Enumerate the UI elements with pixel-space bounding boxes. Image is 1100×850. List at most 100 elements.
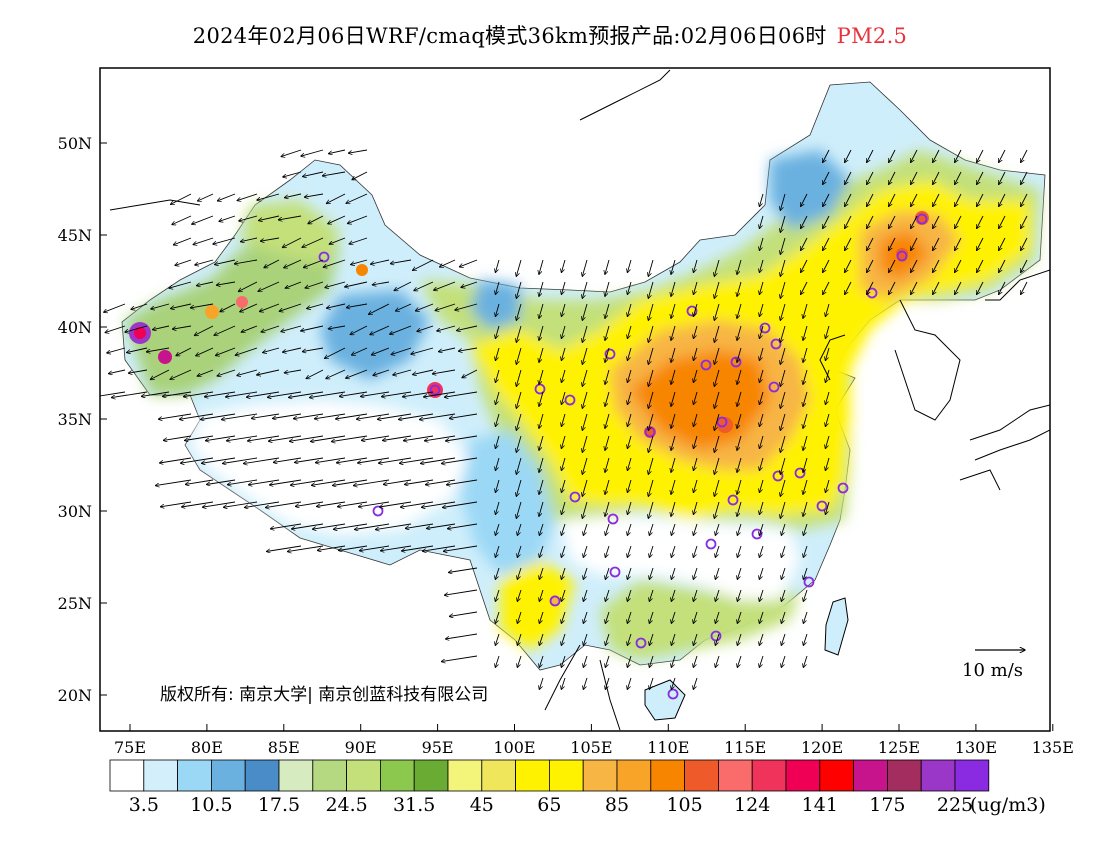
wind-arrow — [403, 435, 434, 441]
lon-label: 110E — [647, 738, 689, 757]
wind-arrow — [495, 567, 500, 579]
wind-arrow — [933, 193, 940, 207]
colorbar-swatch — [109, 759, 145, 792]
wind-arrow — [693, 391, 698, 405]
wind-arrow — [539, 677, 544, 689]
wind-arrow — [561, 435, 566, 449]
wind-arrow — [867, 237, 874, 251]
wind-arrow — [823, 171, 830, 185]
wind-arrow — [539, 281, 544, 296]
wind-arrow — [184, 435, 214, 441]
wind-arrow — [649, 567, 654, 579]
wind-arrow — [561, 479, 566, 493]
wind-arrow — [671, 567, 676, 579]
wind-arrow — [781, 655, 786, 667]
wind-arrow — [289, 435, 324, 441]
wind-arrow — [396, 303, 412, 311]
wind-arrow — [539, 369, 544, 384]
wind-arrow — [977, 193, 984, 207]
wind-arrow — [495, 501, 500, 515]
wind-arrow — [911, 281, 918, 295]
wind-arrow — [369, 303, 390, 314]
wind-arrow — [283, 171, 302, 177]
wind-arrow — [310, 435, 346, 442]
wind-arrow — [671, 589, 676, 601]
wind-arrow — [185, 479, 214, 484]
wind-arrow — [516, 259, 522, 276]
wind-arrow — [911, 193, 918, 207]
wind-arrow — [648, 281, 654, 298]
wind-arrow — [759, 611, 764, 623]
wind-arrow — [220, 303, 236, 312]
title-text: 2024年02月06日WRF/cmaq模式36km预报产品:02月06日06时 — [192, 24, 827, 48]
wind-arrow — [845, 193, 852, 207]
wind-arrow — [627, 391, 632, 405]
wind-arrow — [605, 677, 610, 689]
wind-arrow — [715, 567, 720, 579]
wind-arrow — [803, 523, 808, 535]
wind-arrow — [335, 413, 368, 419]
wind-arrow — [693, 369, 698, 383]
wind-arrow — [583, 567, 588, 579]
lat-label: 35N — [58, 410, 92, 429]
wind-arrow — [759, 655, 764, 667]
wind-arrow — [845, 149, 852, 163]
wind-arrow — [266, 545, 302, 552]
lon-label: 105E — [570, 738, 612, 757]
wind-arrow — [671, 479, 676, 494]
colorbar-swatch — [177, 759, 212, 792]
lon-label: 90E — [345, 738, 377, 757]
wind-arrow — [649, 611, 654, 623]
wind-arrow — [867, 259, 874, 273]
wind-arrow — [977, 237, 984, 251]
lat-label: 45N — [58, 226, 92, 245]
wind-arrow — [308, 215, 324, 224]
wind-arrow — [737, 589, 742, 601]
wind-arrow — [284, 369, 302, 373]
wind-arrow — [371, 259, 390, 264]
wind-arrow — [359, 545, 390, 551]
wind-arrow — [127, 347, 148, 353]
wind-arrow — [390, 325, 412, 334]
wind-arrow — [235, 347, 258, 355]
wind-arrow — [780, 237, 786, 254]
wind-arrow — [163, 435, 192, 440]
wind-arrow — [955, 149, 962, 163]
colorbar-label: 24.5 — [325, 794, 368, 816]
wind-arrow — [648, 303, 654, 320]
wind-arrow — [561, 391, 566, 405]
wind-arrow — [714, 435, 720, 452]
wind-arrow — [715, 611, 720, 623]
wind-arrow — [414, 281, 434, 291]
wind-arrow — [780, 457, 786, 474]
colorbar-swatch — [853, 759, 888, 792]
wind-arrow — [561, 369, 566, 383]
colorbar-swatch — [582, 759, 618, 792]
wind-arrow — [648, 457, 654, 474]
wind-arrow — [648, 413, 654, 430]
wind-arrow — [715, 655, 720, 667]
wind-arrow — [582, 479, 588, 496]
wind-arrow — [346, 303, 368, 308]
lon-label: 75E — [114, 738, 146, 757]
wind-arrow — [328, 215, 346, 224]
wind-arrow — [440, 259, 456, 267]
wind-arrow — [206, 479, 236, 485]
wind-arrow — [495, 391, 500, 405]
wind-arrow — [803, 545, 808, 557]
wind-arrow — [933, 171, 940, 185]
wind-arrow — [999, 193, 1006, 207]
wind-arrow — [561, 413, 566, 427]
wind-arrow — [803, 413, 808, 428]
wind-arrow — [737, 633, 742, 645]
wind-arrow — [539, 589, 544, 601]
wind-arrow — [561, 457, 566, 471]
wind-arrow — [583, 589, 588, 601]
wind-arrow — [671, 369, 676, 384]
wind-arrow — [270, 523, 302, 529]
wind-arrow — [605, 589, 610, 601]
colorbar-label: 17.5 — [257, 794, 301, 816]
wind-arrow — [495, 435, 500, 449]
wind-arrow — [370, 325, 390, 335]
wind-arrow — [759, 391, 764, 405]
